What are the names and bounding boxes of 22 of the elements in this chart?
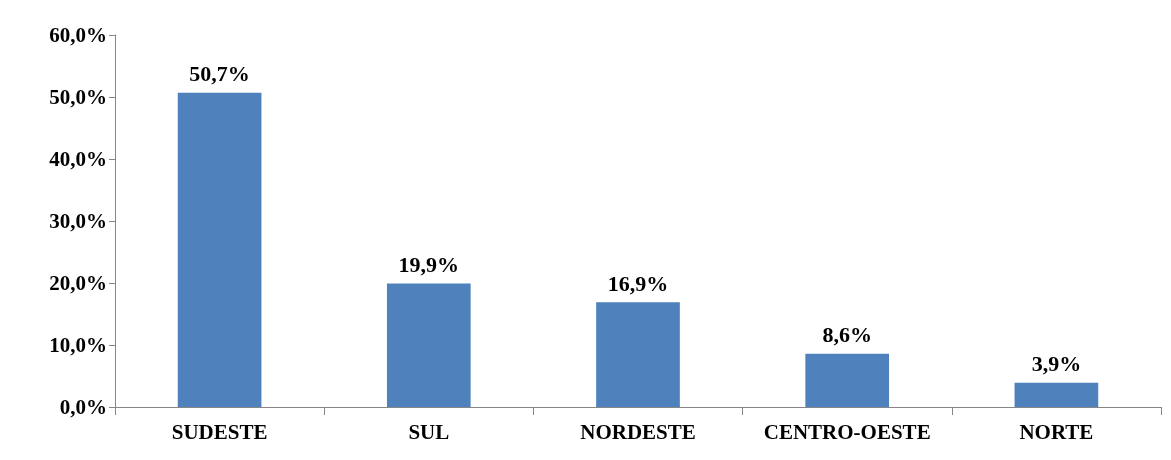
bar [1014,382,1099,407]
data-label: 3,9% [1031,351,1082,377]
y-tick-label: 20,0% [49,271,107,295]
data-label: 50,7% [189,61,250,87]
y-tick-label: 60,0% [49,23,107,47]
y-tick-label: 50,0% [49,85,107,109]
y-tick-label: 10,0% [49,333,107,357]
bar [177,92,262,407]
data-label: 19,9% [398,252,460,278]
x-tick-label: SUDESTE [171,419,268,444]
y-tick-label: 30,0% [49,209,107,233]
y-tick-label: 40,0% [49,147,107,171]
data-label: 8,6% [822,322,872,348]
bar [596,302,680,407]
data-label: 16,9% [607,270,669,296]
x-tick-label: NORTE [1019,419,1094,444]
bar [805,353,890,407]
x-tick-label: NORDESTE [580,419,696,444]
x-tick-label: CENTRO-OESTE [763,419,931,444]
bar [386,283,471,407]
x-tick-label: SUL [408,419,450,444]
y-tick-label: 0,0% [59,395,107,419]
